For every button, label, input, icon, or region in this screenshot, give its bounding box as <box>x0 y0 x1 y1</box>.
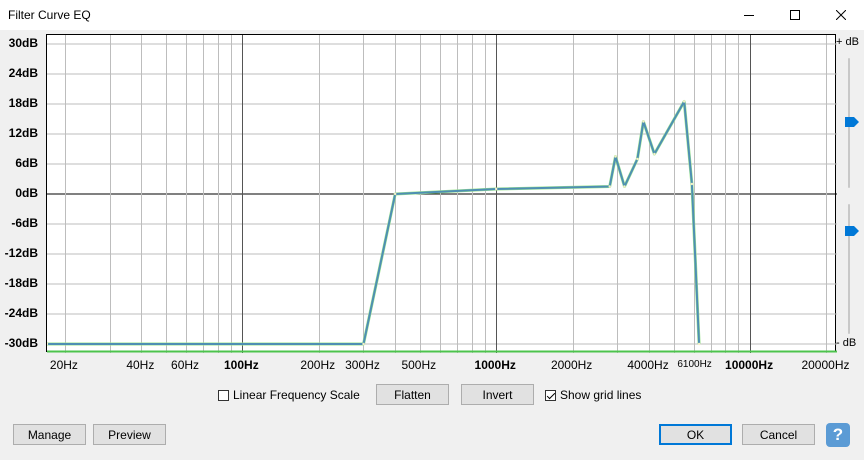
freq-tick-label: 200Hz <box>300 358 336 372</box>
eq-control-point <box>682 100 686 103</box>
eq-control-point <box>47 342 49 346</box>
show-grid-lines-checkbox[interactable]: Show grid lines <box>545 388 641 402</box>
flatten-button[interactable]: Flatten <box>376 384 449 405</box>
manage-button[interactable]: Manage <box>13 424 86 445</box>
ok-button[interactable]: OK <box>659 424 732 445</box>
freq-tick-label: 300Hz <box>345 358 380 372</box>
max-db-slider-thumb[interactable] <box>844 116 860 128</box>
freq-tick-label: 1000Hz <box>474 358 516 372</box>
linear-frequency-scale-label: Linear Frequency Scale <box>233 388 360 402</box>
frequency-axis: 20Hz 40Hz 60Hz 100Hz 200Hz 300Hz 500Hz 1000Hz 20… <box>46 352 850 376</box>
eq-control-point <box>362 342 365 346</box>
db-tick-label: -6dB <box>11 216 38 230</box>
eq-control-point <box>614 155 617 158</box>
maximize-button[interactable] <box>772 0 818 30</box>
close-button[interactable] <box>818 0 864 30</box>
db-tick-label: 18dB <box>8 96 38 110</box>
invert-button[interactable]: Invert <box>461 384 534 405</box>
linear-frequency-scale-checkbox[interactable]: Linear Frequency Scale <box>218 388 360 402</box>
eq-curve-plot[interactable] <box>46 34 837 353</box>
eq-control-point <box>636 157 639 161</box>
cancel-button[interactable]: Cancel <box>742 424 815 445</box>
gain-slider-top-label: + dB <box>836 36 859 48</box>
freq-tick-label: 20000Hz <box>801 358 850 372</box>
freq-tick-label: 6100Hz <box>677 359 712 370</box>
help-button[interactable]: ? <box>826 423 850 447</box>
eq-curve-glow <box>47 100 701 346</box>
db-axis: 30dB 24dB 18dB 12dB 6dB 0dB -6dB -12dB -18dB -24d… <box>0 34 46 352</box>
min-db-slider[interactable] <box>844 204 859 334</box>
eq-curve-svg[interactable] <box>47 35 837 353</box>
eq-control-point <box>690 182 694 186</box>
freq-tick-label: 60Hz <box>171 358 200 372</box>
preview-button[interactable]: Preview <box>93 424 166 445</box>
freq-tick-label: 100Hz <box>224 358 259 372</box>
min-db-slider-thumb[interactable] <box>844 225 860 237</box>
freq-tick-label: 4000Hz <box>627 358 669 372</box>
freq-tick-label: 500Hz <box>401 358 437 372</box>
show-grid-lines-label: Show grid lines <box>560 388 642 402</box>
freq-tick-label: 2000Hz <box>550 358 593 372</box>
min-db-slider-track <box>848 204 850 334</box>
linear-frequency-scale-box[interactable] <box>218 389 229 401</box>
db-tick-label: 6dB <box>15 156 38 170</box>
eq-control-point <box>697 342 701 346</box>
db-tick-label: 24dB <box>8 66 38 80</box>
eq-curve-line <box>47 100 701 345</box>
gain-slider-bottom-label: - dB <box>836 337 857 349</box>
db-tick-label: -18dB <box>4 276 38 290</box>
close-icon <box>836 10 846 20</box>
minimize-icon <box>744 15 754 16</box>
eq-control-point <box>608 185 611 188</box>
db-tick-label: -24dB <box>4 306 38 320</box>
title-bar: Filter Curve EQ <box>0 0 864 30</box>
minimize-button[interactable] <box>726 0 772 30</box>
db-tick-label: -30dB <box>4 336 38 350</box>
eq-control-point <box>623 185 626 188</box>
freq-tick-label: 20Hz <box>49 358 78 372</box>
help-icon: ? <box>832 425 844 444</box>
freq-tick-label: 40Hz <box>126 358 155 372</box>
maximize-icon <box>790 10 800 20</box>
db-tick-label: 12dB <box>8 126 38 140</box>
freq-tick-label: 10000Hz <box>725 358 774 372</box>
db-tick-label: -12dB <box>4 246 38 260</box>
eq-control-point <box>642 120 645 123</box>
eq-control-point <box>653 152 656 156</box>
window-title: Filter Curve EQ <box>8 8 91 22</box>
db-tick-label: 0dB <box>15 186 38 200</box>
eq-control-point <box>393 192 397 196</box>
eq-control-point <box>495 187 498 191</box>
max-db-slider[interactable] <box>844 58 859 188</box>
db-tick-label: 30dB <box>8 36 38 50</box>
show-grid-lines-box[interactable] <box>545 389 556 401</box>
